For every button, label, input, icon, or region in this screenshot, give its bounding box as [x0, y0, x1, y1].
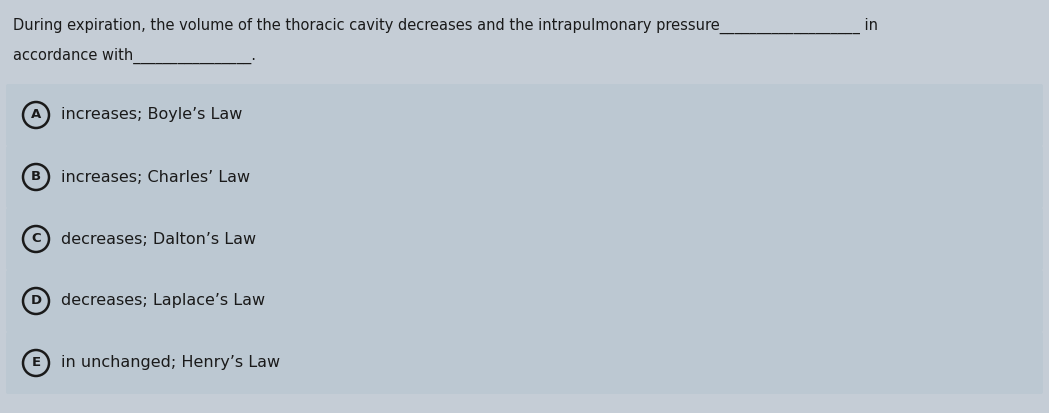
Ellipse shape	[23, 102, 49, 128]
Text: accordance with________________.: accordance with________________.	[13, 48, 256, 64]
FancyBboxPatch shape	[6, 332, 1043, 394]
FancyBboxPatch shape	[6, 208, 1043, 270]
Text: D: D	[30, 294, 42, 308]
Text: During expiration, the volume of the thoracic cavity decreases and the intrapulm: During expiration, the volume of the tho…	[13, 18, 878, 34]
Ellipse shape	[23, 164, 49, 190]
FancyBboxPatch shape	[6, 146, 1043, 208]
Text: A: A	[30, 109, 41, 121]
FancyBboxPatch shape	[6, 270, 1043, 332]
Text: decreases; Laplace’s Law: decreases; Laplace’s Law	[61, 294, 265, 309]
Text: E: E	[31, 356, 41, 370]
Text: increases; Charles’ Law: increases; Charles’ Law	[61, 169, 250, 185]
Text: decreases; Dalton’s Law: decreases; Dalton’s Law	[61, 232, 256, 247]
Text: C: C	[31, 233, 41, 245]
Text: B: B	[30, 171, 41, 183]
Text: in unchanged; Henry’s Law: in unchanged; Henry’s Law	[61, 356, 280, 370]
FancyBboxPatch shape	[6, 84, 1043, 146]
Ellipse shape	[23, 288, 49, 314]
Ellipse shape	[23, 350, 49, 376]
Ellipse shape	[23, 226, 49, 252]
Text: increases; Boyle’s Law: increases; Boyle’s Law	[61, 107, 242, 123]
